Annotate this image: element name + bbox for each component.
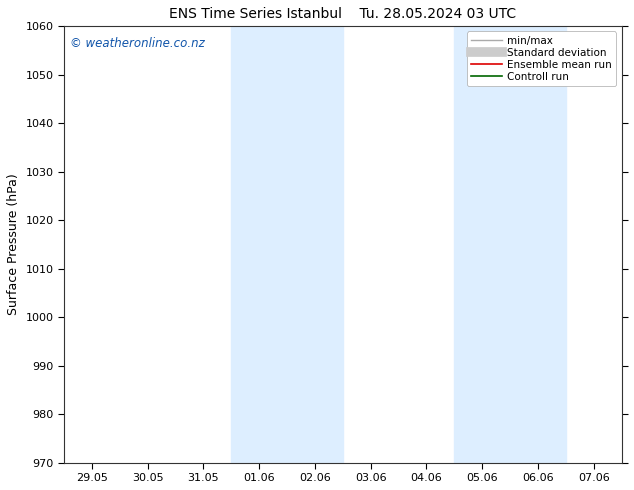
Text: © weatheronline.co.nz: © weatheronline.co.nz: [70, 37, 204, 50]
Bar: [455, 26, 566, 463]
Legend: min/max, Standard deviation, Ensemble mean run, Controll run: min/max, Standard deviation, Ensemble me…: [467, 31, 616, 86]
Y-axis label: Surface Pressure (hPa): Surface Pressure (hPa): [7, 173, 20, 316]
Title: ENS Time Series Istanbul    Tu. 28.05.2024 03 UTC: ENS Time Series Istanbul Tu. 28.05.2024 …: [169, 7, 516, 21]
Bar: [231, 26, 343, 463]
